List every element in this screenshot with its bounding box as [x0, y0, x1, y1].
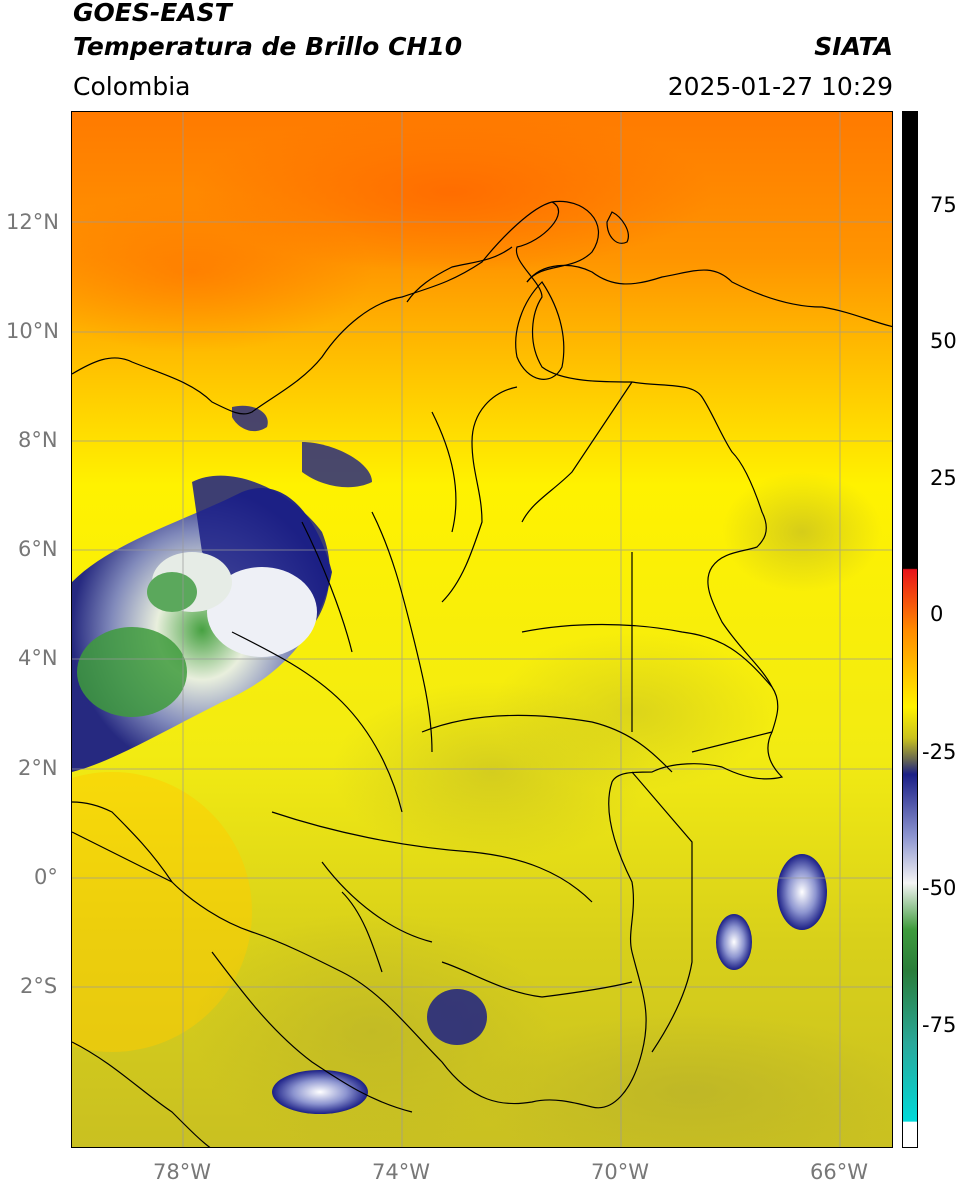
brightness-temperature-image [72, 112, 892, 1147]
lon-label: 66°W [810, 1160, 868, 1184]
satellite-map [71, 111, 893, 1148]
colorbar-tick: 50 [930, 329, 957, 353]
datetime-label: 2025-01-27 10:29 [667, 72, 893, 101]
lat-label: 2°S [20, 974, 58, 998]
temperature-colorbar [902, 111, 918, 1148]
colorbar-tick: 0 [930, 602, 944, 626]
lat-label: 12°N [6, 210, 59, 234]
region-label: Colombia [73, 72, 191, 101]
lon-label: 70°W [591, 1160, 649, 1184]
colorbar-tick: -25 [922, 740, 957, 764]
agency-label: SIATA [814, 32, 893, 61]
product-title: Temperatura de Brillo CH10 [73, 32, 463, 61]
lat-label: 4°N [18, 646, 58, 670]
colorbar-tick: 25 [930, 466, 957, 490]
lat-label: 8°N [18, 428, 58, 452]
lat-label: 0° [34, 865, 58, 889]
lon-label: 74°W [372, 1160, 430, 1184]
lat-label: 10°N [6, 319, 59, 343]
colorbar-tick: 75 [930, 193, 957, 217]
colorbar-tick: -50 [922, 876, 957, 900]
lon-label: 78°W [153, 1160, 211, 1184]
lat-label: 6°N [18, 537, 58, 561]
lat-label: 2°N [18, 756, 58, 780]
colorbar-tick: -75 [922, 1013, 957, 1037]
satellite-title: GOES-EAST [73, 0, 232, 27]
